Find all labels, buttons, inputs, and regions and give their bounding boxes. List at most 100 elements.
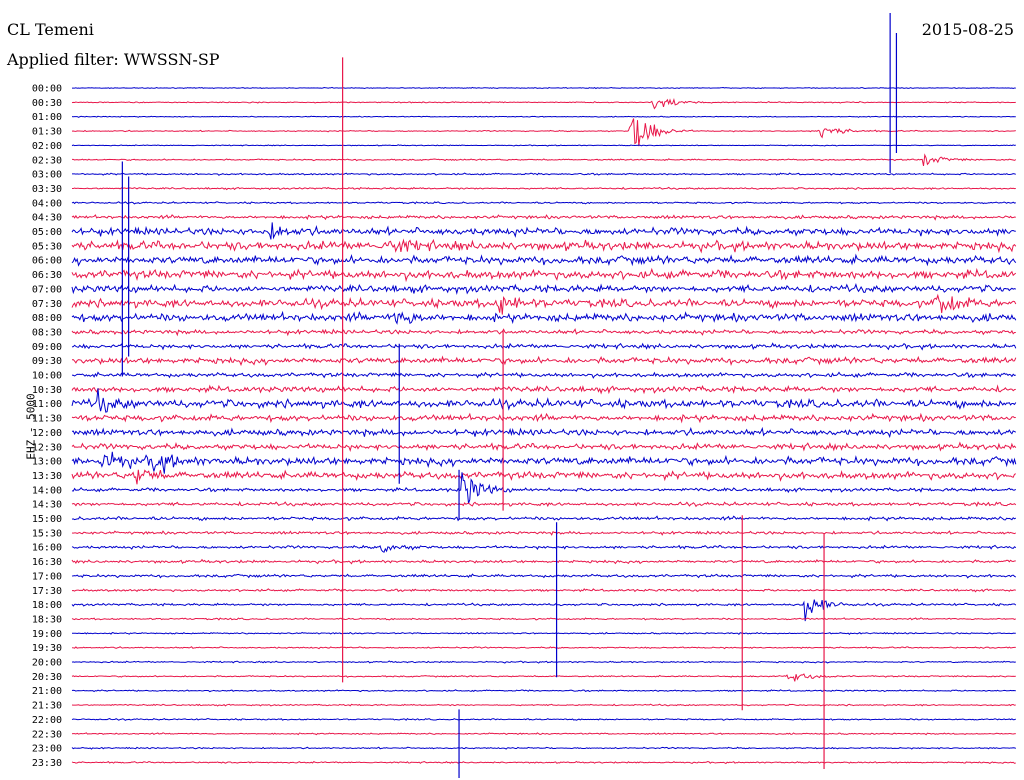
trace-0600 bbox=[71, 253, 1017, 267]
row-label: 19:30 bbox=[32, 643, 62, 654]
row-label: 00:00 bbox=[32, 84, 62, 95]
trace-0100 bbox=[71, 115, 1016, 118]
row-label: 11:00 bbox=[32, 399, 62, 410]
row-label: 17:30 bbox=[32, 586, 62, 597]
trace-1700 bbox=[71, 573, 1017, 579]
row-label: 10:00 bbox=[32, 371, 62, 382]
row-label: 21:00 bbox=[32, 686, 62, 697]
trace-0800 bbox=[71, 310, 1017, 325]
row-label: 12:00 bbox=[32, 428, 62, 439]
row-label: 16:30 bbox=[32, 557, 62, 568]
seismogram-traces bbox=[71, 86, 1017, 765]
row-label: 22:30 bbox=[32, 729, 62, 740]
row-label: 12:30 bbox=[32, 442, 62, 453]
row-time-labels: 00:00 00:30 01:00 01:30 02:00 02:30 03:00 03:30… bbox=[32, 84, 62, 769]
trace-0930 bbox=[71, 355, 1017, 367]
trace-1130 bbox=[71, 412, 1016, 424]
row-label: 05:00 bbox=[32, 227, 62, 238]
row-label: 19:00 bbox=[32, 629, 62, 640]
row-label: 06:30 bbox=[32, 270, 62, 281]
row-label: 05:30 bbox=[32, 241, 62, 252]
trace-0230 bbox=[71, 153, 1017, 167]
trace-0400 bbox=[71, 201, 1016, 205]
row-label: 07:00 bbox=[32, 284, 62, 295]
row-label: 18:00 bbox=[32, 600, 62, 611]
row-label: 14:30 bbox=[32, 500, 62, 511]
trace-1330 bbox=[71, 469, 1017, 485]
trace-1300 bbox=[71, 451, 1017, 474]
trace-2130 bbox=[71, 703, 1016, 707]
trace-0700 bbox=[71, 283, 1016, 296]
row-label: 13:00 bbox=[32, 457, 62, 468]
row-label: 04:30 bbox=[32, 213, 62, 224]
row-label: 15:30 bbox=[32, 528, 62, 539]
trace-0430 bbox=[71, 214, 1016, 221]
trace-0730 bbox=[71, 293, 1017, 315]
date-label: 2015-08-25 bbox=[921, 20, 1014, 39]
row-label: 11:30 bbox=[32, 414, 62, 425]
trace-0200 bbox=[71, 144, 1016, 147]
row-label: 20:00 bbox=[32, 658, 62, 669]
trace-0330 bbox=[71, 186, 1016, 191]
trace-1400 bbox=[71, 472, 1017, 504]
trace-1000 bbox=[71, 371, 1016, 379]
row-label: 08:30 bbox=[32, 327, 62, 338]
trace-0130 bbox=[71, 118, 1016, 147]
trace-0830 bbox=[71, 328, 1016, 337]
trace-1230 bbox=[71, 441, 1017, 453]
row-label: 09:30 bbox=[32, 356, 62, 367]
row-label: 09:00 bbox=[32, 342, 62, 353]
trace-1600 bbox=[71, 544, 1017, 553]
row-label: 08:00 bbox=[32, 313, 62, 324]
trace-0500 bbox=[71, 222, 1016, 240]
row-label: 01:30 bbox=[32, 127, 62, 138]
trace-0300 bbox=[71, 172, 1016, 176]
trace-0630 bbox=[71, 267, 1017, 283]
row-label: 02:00 bbox=[32, 141, 62, 152]
row-label: 03:00 bbox=[32, 170, 62, 181]
trace-0900 bbox=[71, 342, 1017, 351]
row-label: 07:30 bbox=[32, 299, 62, 310]
row-label: 13:30 bbox=[32, 471, 62, 482]
row-label: 17:00 bbox=[32, 571, 62, 582]
trace-1830 bbox=[71, 617, 1017, 621]
trace-1430 bbox=[71, 501, 1017, 508]
row-label: 04:00 bbox=[32, 198, 62, 209]
trace-1200 bbox=[71, 426, 1017, 439]
filter-label: Applied filter: WWSSN-SP bbox=[7, 50, 220, 69]
trace-1030 bbox=[71, 384, 1016, 395]
trace-1800 bbox=[71, 599, 1017, 622]
row-label: 16:00 bbox=[32, 543, 62, 554]
trace-2030 bbox=[71, 673, 1016, 682]
trace-2230 bbox=[71, 732, 1016, 736]
row-label: 23:30 bbox=[32, 758, 62, 769]
trace-1530 bbox=[71, 530, 1017, 536]
row-label: 14:00 bbox=[32, 485, 62, 496]
row-label: 03:30 bbox=[32, 184, 62, 195]
channel-label: EHZ - 5000 bbox=[24, 393, 38, 460]
trace-0000 bbox=[71, 86, 1016, 90]
row-label: 01:00 bbox=[32, 112, 62, 123]
trace-1930 bbox=[71, 646, 1016, 650]
seismogram-spikes bbox=[121, 13, 898, 778]
trace-0030 bbox=[71, 97, 1016, 110]
trace-1630 bbox=[71, 558, 1016, 565]
trace-1730 bbox=[71, 588, 1016, 593]
trace-0530 bbox=[71, 238, 1017, 254]
trace-2300 bbox=[71, 746, 1016, 750]
trace-2100 bbox=[71, 689, 1016, 693]
trace-1900 bbox=[71, 631, 1016, 635]
row-label: 06:00 bbox=[32, 256, 62, 267]
trace-1100 bbox=[71, 388, 1017, 413]
row-label: 23:00 bbox=[32, 744, 62, 755]
row-label: 10:30 bbox=[32, 385, 62, 396]
trace-2200 bbox=[71, 717, 1017, 721]
row-label: 18:30 bbox=[32, 614, 62, 625]
row-label: 20:30 bbox=[32, 672, 62, 683]
row-label: 22:00 bbox=[32, 715, 62, 726]
station-name: CL Temeni bbox=[7, 20, 94, 39]
row-label: 15:00 bbox=[32, 514, 62, 525]
row-label: 00:30 bbox=[32, 98, 62, 109]
trace-2000 bbox=[71, 660, 1016, 664]
